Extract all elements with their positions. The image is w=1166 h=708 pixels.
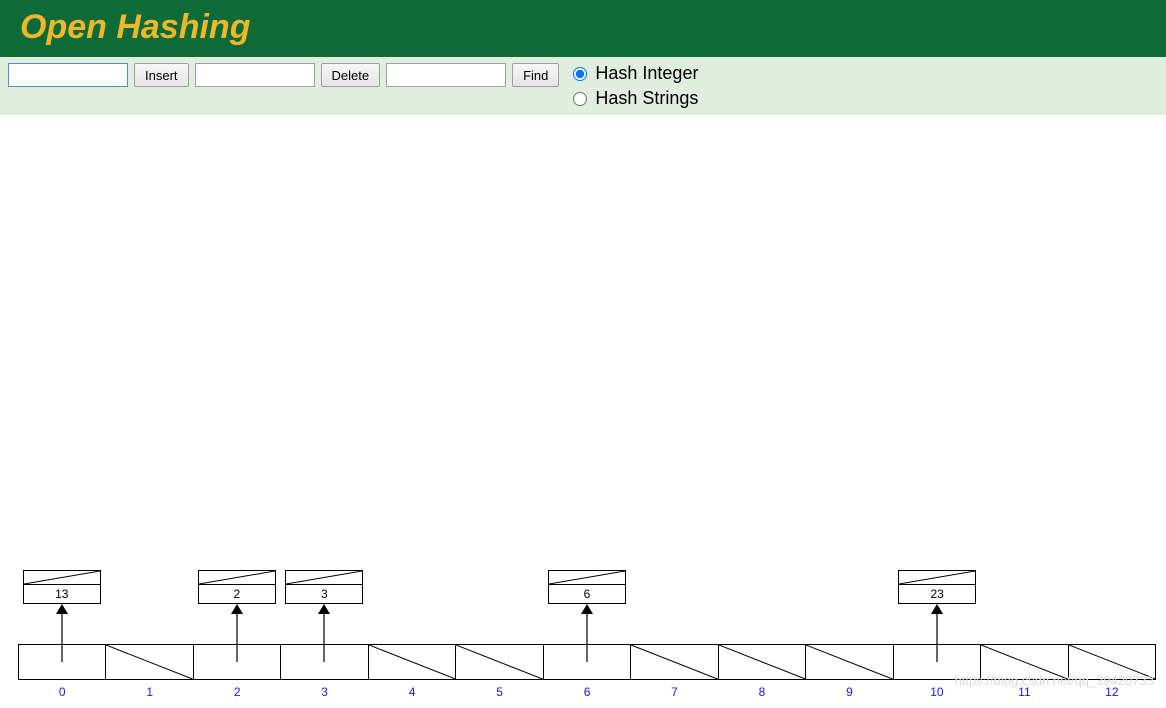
chain-arrow: [579, 604, 595, 662]
empty-slot-diagonal: [369, 645, 455, 679]
hash-slot: 5: [455, 644, 542, 680]
empty-slot-diagonal: [1069, 645, 1155, 679]
slot-index-label: 7: [671, 685, 678, 699]
slot-index-label: 11: [1018, 685, 1030, 699]
delete-input[interactable]: [195, 63, 315, 87]
chain-node-next: [899, 571, 975, 585]
radio-hash-strings-input[interactable]: [573, 92, 587, 106]
chain-node: 2: [198, 570, 276, 604]
chain-node-next: [286, 571, 362, 585]
chain-node-value: 2: [199, 585, 275, 603]
empty-slot-diagonal: [456, 645, 542, 679]
chain-node-next: [24, 571, 100, 585]
slot-index-label: 1: [146, 685, 153, 699]
chain-node: 3: [285, 570, 363, 604]
delete-button[interactable]: Delete: [321, 63, 381, 87]
slot-index-label: 3: [321, 685, 328, 699]
chain-node-value: 6: [549, 585, 625, 603]
slot-index-label: 4: [409, 685, 416, 699]
radio-hash-integer-label: Hash Integer: [595, 63, 698, 84]
empty-slot-diagonal: [981, 645, 1067, 679]
page-header: Open Hashing: [0, 0, 1166, 57]
hash-slot: 1: [105, 644, 192, 680]
chain-node-next: [199, 571, 275, 585]
hash-slot: 7: [630, 644, 717, 680]
chain-node-value: 3: [286, 585, 362, 603]
chain-node-value: 23: [899, 585, 975, 603]
hash-slot: 11: [980, 644, 1067, 680]
chain-node-value: 13: [24, 585, 100, 603]
hash-slot: 8: [718, 644, 805, 680]
slot-index-label: 2: [234, 685, 241, 699]
chain-arrow: [229, 604, 245, 662]
slot-index-label: 10: [930, 685, 943, 699]
slot-index-label: 5: [496, 685, 503, 699]
slot-index-label: 6: [584, 685, 591, 699]
find-button[interactable]: Find: [512, 63, 559, 87]
empty-slot-diagonal: [719, 645, 805, 679]
radio-hash-strings-label: Hash Strings: [595, 88, 698, 109]
hash-slot: 4: [368, 644, 455, 680]
empty-slot-diagonal: [631, 645, 717, 679]
chain-arrow: [316, 604, 332, 662]
page-title: Open Hashing: [20, 8, 1146, 47]
insert-input[interactable]: [8, 63, 128, 87]
chain-arrow: [929, 604, 945, 662]
chain-node: 6: [548, 570, 626, 604]
chain-arrow: [54, 604, 70, 662]
hash-mode-radio-group: Hash Integer Hash Strings: [573, 63, 698, 109]
slot-index-label: 9: [846, 685, 853, 699]
chain-node: 13: [23, 570, 101, 604]
hash-visualization: 0123456789101112 1323623: [0, 548, 1166, 708]
empty-slot-diagonal: [106, 645, 192, 679]
slot-index-label: 0: [59, 685, 66, 699]
chain-node-next: [549, 571, 625, 585]
find-input[interactable]: [386, 63, 506, 87]
empty-slot-diagonal: [806, 645, 892, 679]
radio-hash-integer-input[interactable]: [573, 67, 587, 81]
radio-hash-strings[interactable]: Hash Strings: [573, 88, 698, 109]
insert-button[interactable]: Insert: [134, 63, 189, 87]
radio-hash-integer[interactable]: Hash Integer: [573, 63, 698, 84]
slot-index-label: 12: [1105, 685, 1118, 699]
controls-bar: Insert Delete Find Hash Integer Hash Str…: [0, 57, 1166, 115]
slot-index-label: 8: [759, 685, 766, 699]
chain-node: 23: [898, 570, 976, 604]
hash-slot: 9: [805, 644, 892, 680]
hash-slot: 12: [1068, 644, 1156, 680]
